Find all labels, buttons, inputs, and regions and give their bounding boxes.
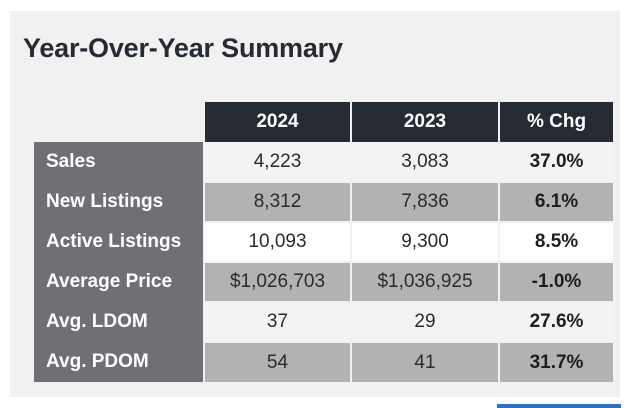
- cell-pct-change: -1.0%: [498, 261, 613, 302]
- cell-pct-change: 27.6%: [498, 301, 613, 342]
- column-header-2023: 2023: [350, 102, 499, 142]
- row-label: New Listings: [34, 182, 204, 222]
- cell-2024: 10,093: [203, 221, 351, 262]
- cell-pct-change: 8.5%: [498, 221, 613, 262]
- page-title: Year-Over-Year Summary: [23, 33, 343, 63]
- row-label: Avg. PDOM: [34, 342, 204, 382]
- summary-panel: Year-Over-Year Summary 2024 2023 % Chg S…: [10, 11, 620, 397]
- cell-2024: 54: [203, 341, 351, 382]
- row-label: Avg. LDOM: [34, 302, 204, 342]
- table-header-row: 2024 2023 % Chg: [34, 102, 613, 142]
- table-row: Active Listings 10,093 9,300 8.5%: [34, 221, 613, 262]
- row-label: Active Listings: [34, 222, 204, 262]
- cell-2023: 7,836: [350, 181, 499, 222]
- cell-2024: 8,312: [203, 181, 351, 222]
- table-row: Avg. PDOM 54 41 31.7%: [34, 341, 613, 382]
- cell-2023: $1,036,925: [350, 261, 499, 302]
- column-header-2024: 2024: [203, 102, 351, 142]
- column-header-pct-change: % Chg: [498, 102, 613, 142]
- cell-2024: 37: [203, 301, 351, 342]
- bottom-accent-bar: [497, 404, 621, 408]
- cell-pct-change: 31.7%: [498, 341, 613, 382]
- table-row: Average Price $1,026,703 $1,036,925 -1.0…: [34, 261, 613, 302]
- cell-2023: 9,300: [350, 221, 499, 262]
- cell-2024: 4,223: [203, 142, 351, 182]
- cell-pct-change: 6.1%: [498, 181, 613, 222]
- cell-2024: $1,026,703: [203, 261, 351, 302]
- header-corner: [34, 102, 204, 142]
- row-label: Average Price: [34, 262, 204, 302]
- cell-2023: 29: [350, 301, 499, 342]
- row-label: Sales: [34, 142, 204, 182]
- cell-2023: 41: [350, 341, 499, 382]
- table-row: Sales 4,223 3,083 37.0%: [34, 142, 613, 182]
- cell-pct-change: 37.0%: [498, 142, 613, 182]
- cell-2023: 3,083: [350, 142, 499, 182]
- summary-table: 2024 2023 % Chg Sales 4,223 3,083 37.0% …: [34, 102, 613, 382]
- table-row: New Listings 8,312 7,836 6.1%: [34, 181, 613, 222]
- table-row: Avg. LDOM 37 29 27.6%: [34, 301, 613, 342]
